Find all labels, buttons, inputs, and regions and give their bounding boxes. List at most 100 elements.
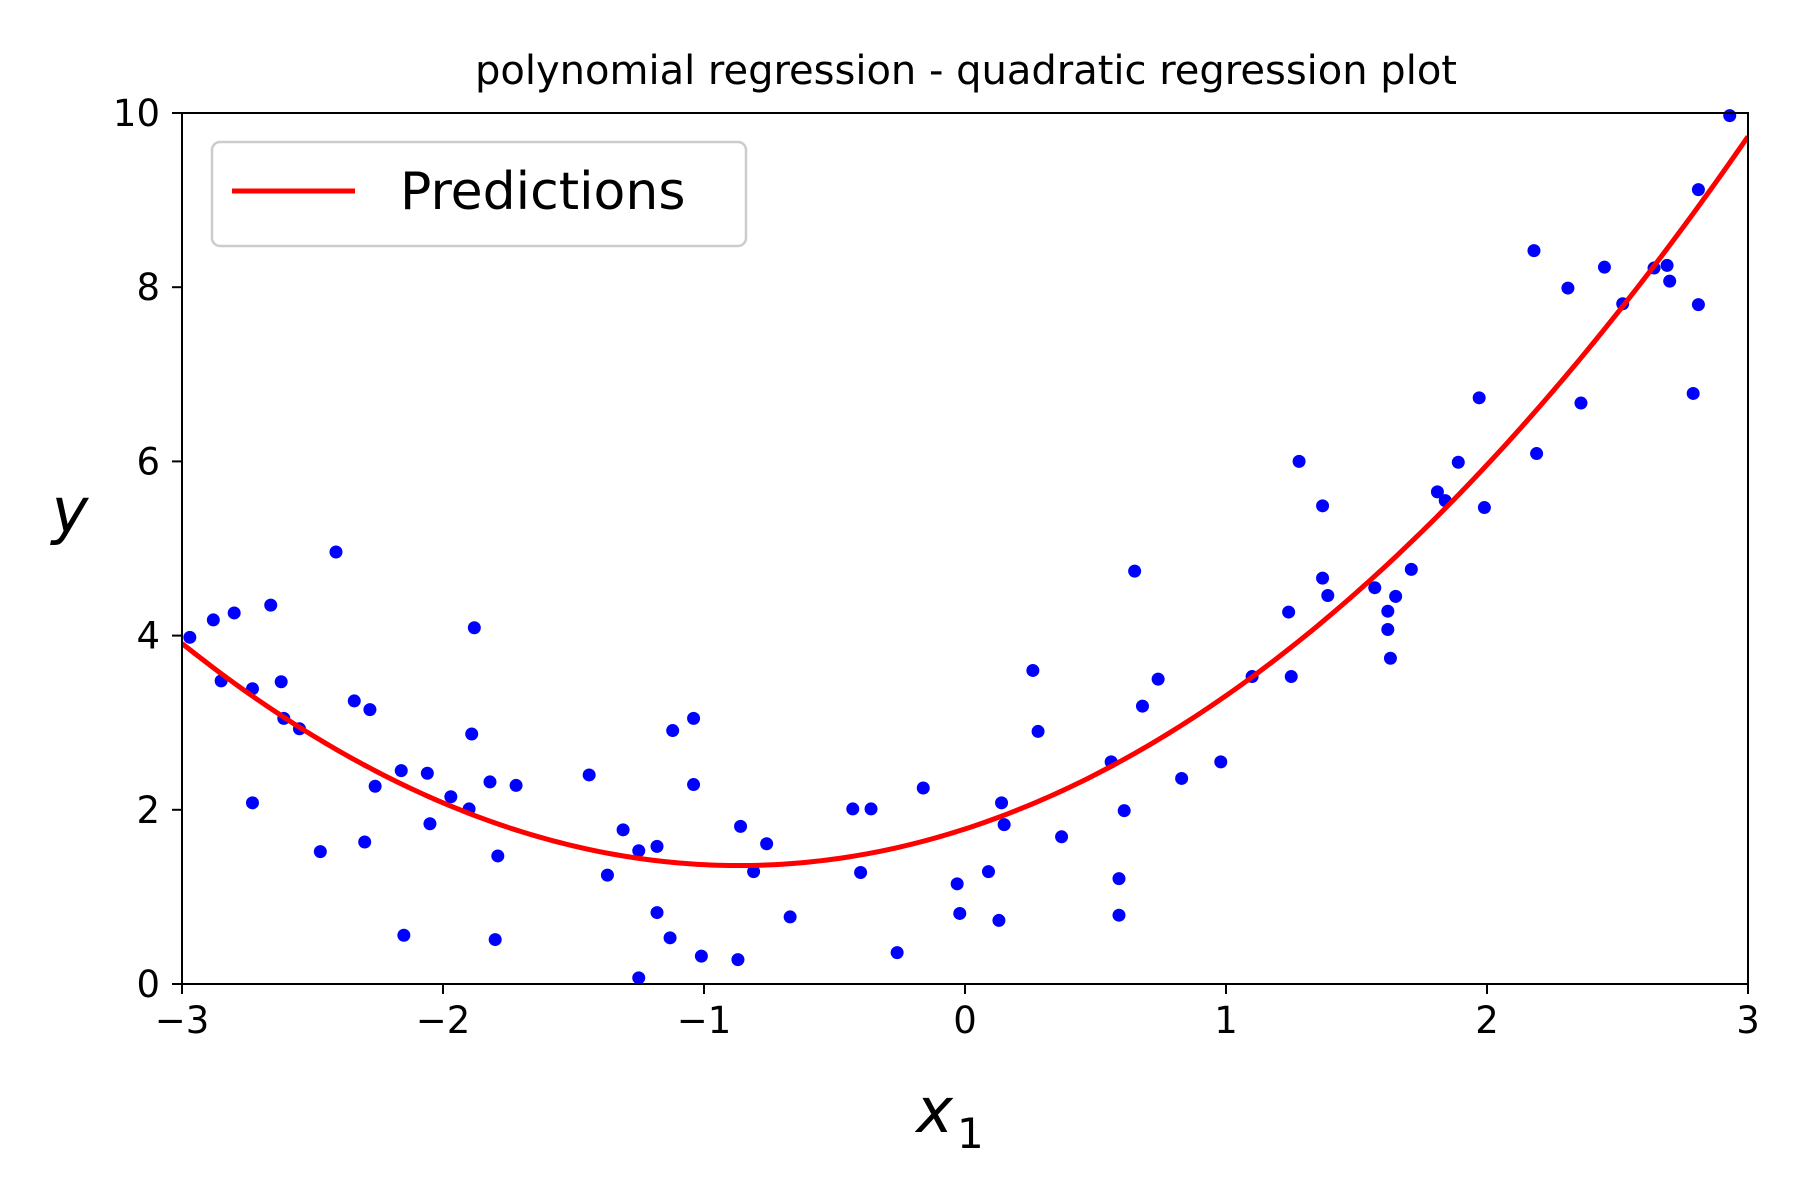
data-point-15 bbox=[368, 779, 382, 793]
data-point-48 bbox=[890, 946, 904, 960]
data-point-34 bbox=[650, 906, 664, 920]
data-point-27 bbox=[509, 778, 523, 792]
data-point-5 bbox=[245, 796, 259, 810]
data-point-87 bbox=[1530, 447, 1544, 461]
plot-area bbox=[181, 109, 1749, 985]
data-point-77 bbox=[1381, 623, 1395, 636]
data-point-71 bbox=[1292, 454, 1306, 468]
x-tick-label-3: 0 bbox=[953, 999, 977, 1042]
x-axis-label-subscript: 1 bbox=[957, 1109, 984, 1158]
data-point-20 bbox=[444, 790, 458, 804]
x-tick-label-6: 3 bbox=[1736, 999, 1760, 1042]
data-point-47 bbox=[864, 802, 878, 816]
x-tick-label-0: −3 bbox=[155, 999, 210, 1042]
data-point-35 bbox=[663, 931, 677, 945]
data-point-94 bbox=[1663, 274, 1677, 288]
x-axis: −3 −2 −1 0 1 2 3 bbox=[155, 984, 1760, 1042]
legend: Predictions bbox=[210, 140, 748, 248]
data-point-84 bbox=[1472, 391, 1486, 405]
data-point-78 bbox=[1383, 651, 1397, 665]
data-point-86 bbox=[1527, 244, 1541, 258]
y-axis: 0 2 4 6 8 10 bbox=[113, 92, 182, 1006]
data-point-0 bbox=[183, 630, 197, 644]
data-point-69 bbox=[1282, 605, 1296, 619]
data-point-64 bbox=[1135, 699, 1149, 713]
y-tick-label-0: 0 bbox=[136, 963, 160, 1006]
data-point-44 bbox=[783, 910, 797, 924]
data-point-61 bbox=[1112, 908, 1126, 922]
data-point-57 bbox=[1031, 724, 1045, 738]
data-point-56 bbox=[1026, 663, 1040, 677]
data-point-67 bbox=[1214, 755, 1228, 769]
data-point-62 bbox=[1117, 804, 1131, 818]
data-point-18 bbox=[420, 766, 434, 780]
y-tick-label-4: 8 bbox=[136, 266, 160, 309]
data-point-24 bbox=[483, 775, 497, 789]
data-point-66 bbox=[1175, 771, 1189, 785]
data-point-7 bbox=[274, 675, 288, 689]
data-point-90 bbox=[1597, 260, 1611, 274]
scatter-points bbox=[183, 109, 1737, 985]
x-tick-label-1: −2 bbox=[416, 999, 471, 1042]
data-point-73 bbox=[1316, 571, 1330, 585]
data-point-22 bbox=[465, 727, 479, 741]
x-tick-label-4: 1 bbox=[1214, 999, 1238, 1042]
data-point-96 bbox=[1691, 183, 1705, 197]
data-point-32 bbox=[632, 971, 646, 985]
data-point-53 bbox=[992, 913, 1006, 927]
data-point-40 bbox=[734, 819, 748, 833]
y-axis-label: y bbox=[50, 474, 90, 547]
legend-label-predictions: Predictions bbox=[400, 162, 685, 222]
data-point-19 bbox=[423, 817, 437, 831]
data-point-65 bbox=[1151, 672, 1165, 686]
data-point-10 bbox=[313, 845, 327, 859]
data-point-45 bbox=[846, 802, 860, 816]
data-point-54 bbox=[995, 796, 1009, 810]
data-point-75 bbox=[1368, 581, 1382, 595]
data-point-38 bbox=[687, 778, 701, 792]
data-point-89 bbox=[1574, 396, 1588, 410]
prediction-curve-group bbox=[182, 135, 1748, 869]
data-point-43 bbox=[760, 837, 774, 851]
data-point-6 bbox=[264, 598, 278, 612]
data-point-25 bbox=[488, 933, 502, 947]
data-point-46 bbox=[854, 866, 868, 880]
legend-box bbox=[210, 140, 748, 248]
x-axis-label: x1 bbox=[914, 1074, 983, 1158]
data-point-13 bbox=[358, 835, 372, 849]
prediction-curve bbox=[182, 135, 1748, 869]
y-tick-label-1: 2 bbox=[136, 789, 160, 832]
data-point-97 bbox=[1691, 298, 1705, 312]
data-point-60 bbox=[1112, 872, 1126, 886]
data-point-11 bbox=[329, 545, 343, 559]
x-tick-label-2: −1 bbox=[677, 999, 732, 1042]
data-point-30 bbox=[616, 823, 630, 837]
data-point-41 bbox=[731, 953, 745, 967]
data-point-98 bbox=[1723, 109, 1737, 123]
data-point-52 bbox=[981, 865, 995, 879]
data-point-14 bbox=[363, 703, 377, 717]
y-tick-label-5: 10 bbox=[113, 92, 160, 135]
x-axis-label-base: x bbox=[914, 1074, 954, 1147]
data-point-55 bbox=[997, 818, 1011, 832]
data-point-12 bbox=[347, 694, 361, 708]
data-point-26 bbox=[491, 849, 505, 863]
data-point-28 bbox=[582, 768, 596, 782]
data-point-16 bbox=[394, 764, 408, 778]
data-point-36 bbox=[666, 724, 680, 738]
data-point-49 bbox=[916, 781, 930, 795]
data-point-51 bbox=[953, 906, 967, 920]
data-point-1 bbox=[206, 613, 220, 627]
data-point-23 bbox=[467, 621, 481, 635]
data-point-76 bbox=[1381, 604, 1395, 618]
data-point-37 bbox=[687, 711, 701, 725]
x-tick-label-5: 2 bbox=[1475, 999, 1499, 1042]
data-point-93 bbox=[1660, 258, 1674, 272]
data-point-72 bbox=[1316, 499, 1330, 513]
data-point-95 bbox=[1686, 386, 1700, 400]
y-tick-label-2: 4 bbox=[136, 615, 160, 658]
data-point-31 bbox=[632, 844, 646, 858]
data-point-81 bbox=[1430, 485, 1444, 499]
data-point-70 bbox=[1284, 670, 1298, 684]
data-point-79 bbox=[1389, 589, 1403, 603]
